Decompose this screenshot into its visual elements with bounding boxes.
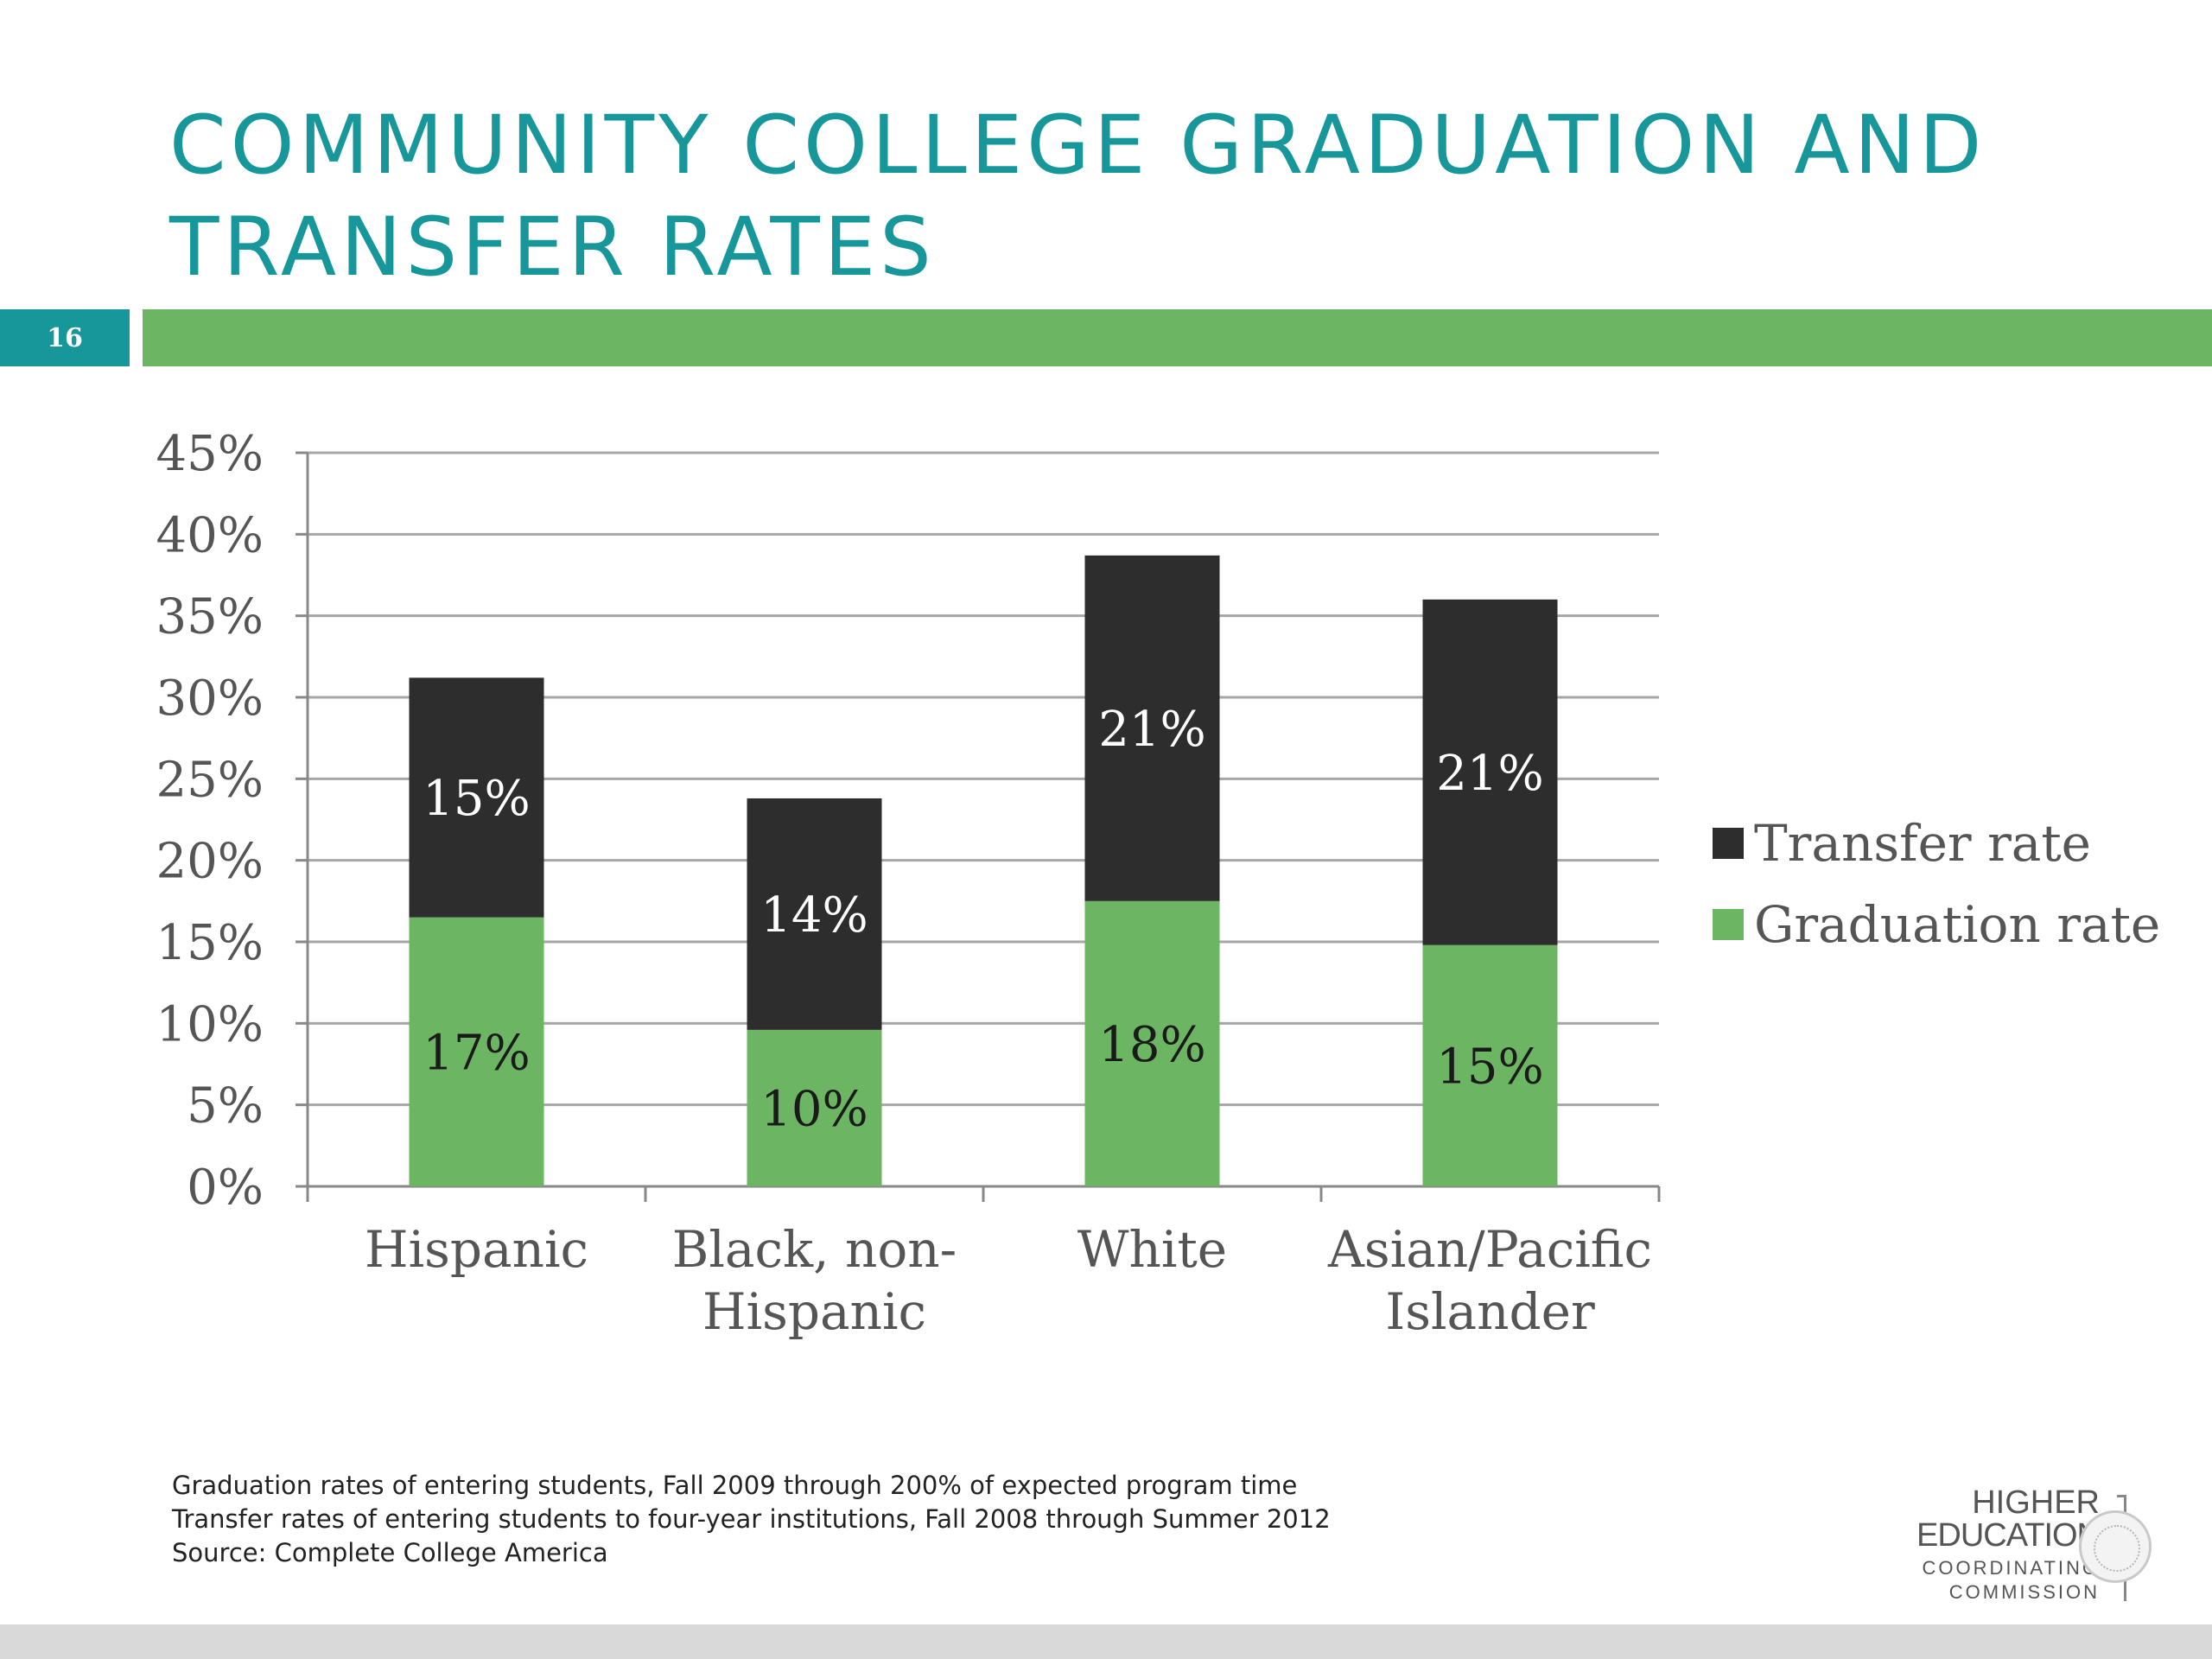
y-tick-label: 30%	[156, 671, 264, 727]
x-category-label: Islander	[1385, 1282, 1595, 1341]
graduation-data-label: 17%	[423, 1025, 530, 1081]
logo-word-education: EDUCATION	[1916, 1517, 2101, 1554]
y-tick-label: 5%	[187, 1078, 264, 1135]
slide-title-line-1: COMMUNITY COLLEGE GRADUATION AND	[169, 99, 1986, 193]
transfer-data-label: 15%	[423, 771, 530, 827]
transfer-data-label: 21%	[1098, 702, 1205, 758]
footer-band	[0, 1624, 2212, 1659]
footnote-transfer: Transfer rates of entering students to f…	[172, 1504, 1331, 1534]
legend-swatch	[1713, 909, 1744, 940]
footnote-source: Source: Complete College America	[172, 1538, 608, 1567]
logo-word-higher: HIGHER	[1972, 1484, 2100, 1521]
legend-label: Transfer rate	[1754, 814, 2091, 873]
slide-title-line-2: TRANSFER RATES	[169, 200, 936, 295]
graduation-data-label: 15%	[1436, 1039, 1543, 1095]
x-category-label: Hispanic	[702, 1282, 926, 1341]
transfer-bar	[1422, 599, 1558, 945]
y-tick-label: 25%	[156, 752, 264, 808]
y-tick-label: 10%	[156, 996, 264, 1052]
x-category-label: Black, non-	[672, 1220, 957, 1279]
stacked-bar-chart: 0% 5% 10% 15% 20% 25% 30% 35% 40% 45% 17% 15% Hispan…	[156, 426, 2161, 1341]
transfer-data-label: 14%	[760, 887, 868, 944]
y-tick-label: 20%	[156, 834, 264, 890]
seal-icon	[2079, 1510, 2152, 1583]
y-tick-label: 45%	[156, 426, 264, 482]
footnotes: Graduation rates of entering students, F…	[172, 1469, 1468, 1570]
legend-swatch	[1713, 828, 1744, 859]
transfer-data-label: 21%	[1436, 746, 1543, 802]
graduation-bar	[1422, 944, 1558, 1186]
logo-word-commission: COMMISSION	[1948, 1581, 2100, 1603]
slide-title: COMMUNITY COLLEGE GRADUATION AND TRANSFE…	[169, 95, 2157, 299]
graduation-data-label: 18%	[1098, 1017, 1205, 1073]
title-divider-bar	[143, 309, 2212, 366]
y-tick-label: 15%	[156, 915, 264, 971]
graduation-bar	[1084, 900, 1220, 1186]
y-tick-label: 40%	[156, 507, 264, 563]
graduation-bar	[747, 1029, 882, 1186]
transfer-bar	[1084, 555, 1220, 901]
x-category-label: White	[1077, 1220, 1227, 1279]
logo-word-coordinating: COORDINATING	[1922, 1557, 2100, 1579]
y-tick-label: 35%	[156, 589, 264, 645]
transfer-bar	[409, 677, 544, 918]
legend-label: Graduation rate	[1754, 895, 2160, 954]
page-number: 16	[0, 309, 130, 366]
graduation-bar	[409, 917, 544, 1186]
hecc-logo: HIGHER EDUCATION COORDINATING COMMISSION	[1910, 1479, 2152, 1609]
footnote-graduation: Graduation rates of entering students, F…	[172, 1471, 1298, 1500]
x-category-label: Asian/Pacific	[1327, 1220, 1652, 1279]
y-tick-label: 0%	[187, 1160, 264, 1216]
transfer-bar	[747, 798, 882, 1030]
x-category-label: Hispanic	[365, 1220, 588, 1279]
graduation-data-label: 10%	[760, 1081, 868, 1137]
